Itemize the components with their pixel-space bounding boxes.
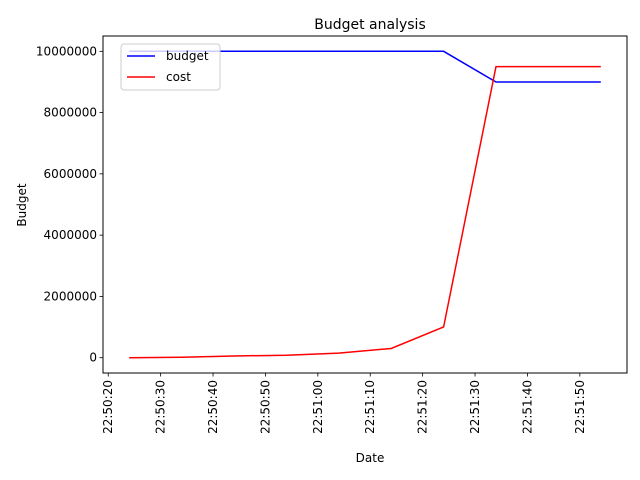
y-tick-label: 10000000 <box>36 44 97 58</box>
x-tick-label: 22:51:10 <box>363 380 377 434</box>
x-tick-label: 22:51:40 <box>520 380 534 434</box>
y-tick-label: 8000000 <box>44 106 97 120</box>
y-tick-label: 4000000 <box>44 228 97 242</box>
y-axis: 0 2000000 4000000 6000000 8000000 10000000 <box>36 44 103 365</box>
y-tick-label: 2000000 <box>44 289 97 303</box>
x-tick-label: 22:51:00 <box>311 380 325 434</box>
y-axis-label: Budget <box>15 183 29 226</box>
y-tick-label: 0 <box>89 351 97 365</box>
x-tick-label: 22:51:30 <box>468 380 482 434</box>
axes-frame <box>102 35 628 374</box>
x-tick-label: 22:50:30 <box>154 380 168 434</box>
x-tick-label: 22:51:20 <box>416 380 430 434</box>
x-tick-label: 22:50:50 <box>258 380 272 434</box>
legend: budget cost <box>120 43 221 91</box>
x-tick-label: 22:50:20 <box>101 380 115 434</box>
legend-label-cost: cost <box>166 70 191 84</box>
series-line-cost <box>129 65 601 359</box>
legend-label-budget: budget <box>166 49 209 63</box>
x-tick-label: 22:51:50 <box>573 380 587 434</box>
chart-title: Budget analysis <box>314 17 426 33</box>
y-tick-label: 6000000 <box>44 167 97 181</box>
x-tick-label: 22:50:40 <box>206 380 220 434</box>
x-axis: 22:50:20 22:50:30 22:50:40 22:50:50 22:51:00… <box>101 373 587 434</box>
plot-area <box>129 50 601 359</box>
x-axis-label: Date <box>356 451 385 465</box>
